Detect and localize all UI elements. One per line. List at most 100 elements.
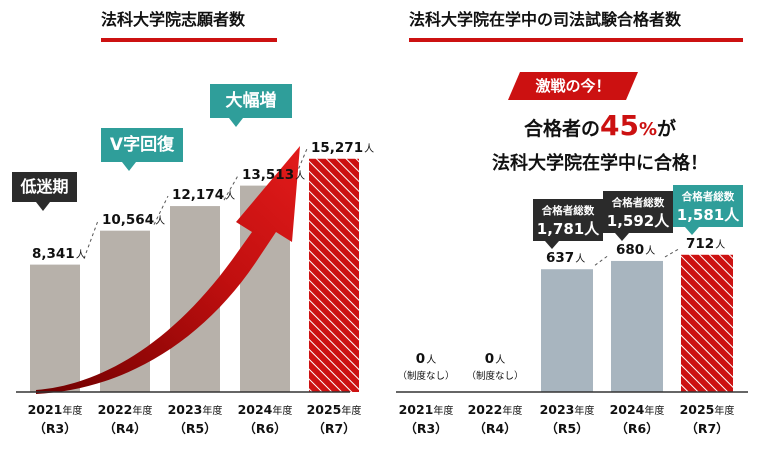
left-x-label: 2023年度 （R5） [156,401,234,437]
right-value-unit: 人 [715,239,726,251]
left-value-label: 12,174人 [172,187,235,205]
right-value-number: 0 [415,351,426,367]
total-passers-unit: 人 [724,205,740,224]
total-passers-value: 1,781 [536,220,585,239]
left-title-underline [101,38,277,42]
right-connector [594,254,610,266]
left-connector [223,175,239,201]
total-passers-unit: 人 [654,211,670,230]
total-passers-label: 合格者総数 [541,205,595,218]
right-x-label: 2021年度 （R3） [386,401,466,437]
right-value-number: 680 [616,241,645,258]
right-value-note: （制度なし） [397,371,455,382]
left-chart-svg [16,146,359,394]
total-passers-callout: 合格者総数 1,581人 [673,184,743,227]
right-x-sub: （R4） [473,421,517,436]
right-x-sub: （R7） [685,421,729,436]
left-x-year: 2022 [97,402,133,417]
headline-percent-sign: % [638,119,657,140]
headline-percent-number: 45 [599,109,639,142]
total-passers-value: 1,592 [606,211,655,230]
left-value-label: 10,564人 [102,212,165,230]
right-x-label: 2025年度 （R7） [667,401,747,437]
left-bar-2021年度 [30,264,80,392]
left-x-sub: （R5） [173,421,217,436]
left-x-year: 2023 [167,402,203,417]
total-passers-label: 合格者総数 [611,196,665,209]
right-x-suffix: 年度 [574,406,595,417]
right-value-label: 637人 [546,250,585,268]
total-passers-callout-tail [545,241,559,250]
right-bar-2025年度 [681,254,733,392]
left-value-label: 8,341人 [32,246,86,264]
callout-v-recovery: V字回復 [101,128,183,162]
headline-line2: 法科大学院在学中に合格！ [492,153,708,174]
left-x-year: 2025 [306,402,342,417]
left-value-unit: 人 [295,170,306,182]
right-value-unit: 人 [426,355,437,366]
right-x-suffix: 年度 [502,406,523,417]
left-x-sub: （R4） [103,421,147,436]
right-x-sub: （R6） [615,421,659,436]
right-x-label: 2024年度 （R6） [597,401,677,437]
left-x-suffix: 年度 [132,406,153,417]
callout-low-period-tail [36,202,50,211]
left-value-number: 15,271 [311,139,364,156]
right-value-number: 0 [484,351,495,367]
left-value-unit: 人 [364,143,375,155]
callout-big-increase-tail [229,118,243,127]
right-x-sub: （R3） [404,421,448,436]
right-x-suffix: 年度 [644,406,665,417]
right-x-suffix: 年度 [433,406,454,417]
left-bar-2025年度 [309,158,359,392]
left-value-number: 13,513 [242,166,295,183]
left-chart-title: 法科大学院志願者数 [101,10,246,29]
callout-v-recovery-tail [122,162,136,171]
left-x-sub: （R7） [312,421,356,436]
right-value-note: （制度なし） [466,371,524,382]
left-x-sub: （R3） [33,421,77,436]
right-x-year: 2025 [679,402,715,417]
right-value-label: 0人 （制度なし） [459,351,531,385]
right-x-label: 2023年度 （R5） [527,401,607,437]
right-value-label: 680人 [616,242,655,260]
banner-shape [508,72,638,100]
left-x-year: 2024 [237,402,273,417]
right-x-sub: （R5） [545,421,589,436]
right-x-year: 2024 [609,402,645,417]
right-x-label: 2022年度 （R4） [455,401,535,437]
right-value-label: 0人 （制度なし） [390,351,462,385]
left-value-unit: 人 [155,215,166,227]
total-passers-label: 合格者総数 [681,190,735,203]
banner-text: 激戦の今！ [535,77,611,95]
left-x-suffix: 年度 [62,406,83,417]
callout-big-increase: 大幅増 [210,84,292,118]
total-passers-callout-tail [615,232,629,241]
headline-line1-b: が [657,118,677,140]
left-x-suffix: 年度 [202,406,223,417]
right-value-unit: 人 [645,245,656,257]
right-value-number: 712 [686,235,715,252]
right-value-label: 712人 [686,236,725,254]
left-x-sub: （R6） [243,421,287,436]
right-bar-2023年度 [541,269,593,392]
trend-arrow [36,146,300,394]
left-value-label: 13,513人 [242,167,305,185]
right-x-year: 2022 [467,402,503,417]
left-x-label: 2025年度 （R7） [295,401,373,437]
total-passers-value: 1,581 [676,205,725,224]
left-connector [83,220,99,259]
total-passers-callout: 合格者総数 1,781人 [533,199,603,242]
headline-line1-a: 合格者の [523,118,600,140]
left-x-suffix: 年度 [341,406,362,417]
right-title-underline [409,38,743,42]
right-value-number: 637 [546,250,575,267]
right-connector [664,248,680,258]
left-value-unit: 人 [75,249,86,261]
right-bar-2024年度 [611,260,663,392]
left-value-label: 15,271人 [311,140,374,158]
left-value-number: 8,341 [32,245,75,262]
headline-line1: 合格者の45%が [480,109,720,142]
left-x-label: 2021年度 （R3） [16,401,94,437]
left-value-number: 12,174 [172,187,225,204]
